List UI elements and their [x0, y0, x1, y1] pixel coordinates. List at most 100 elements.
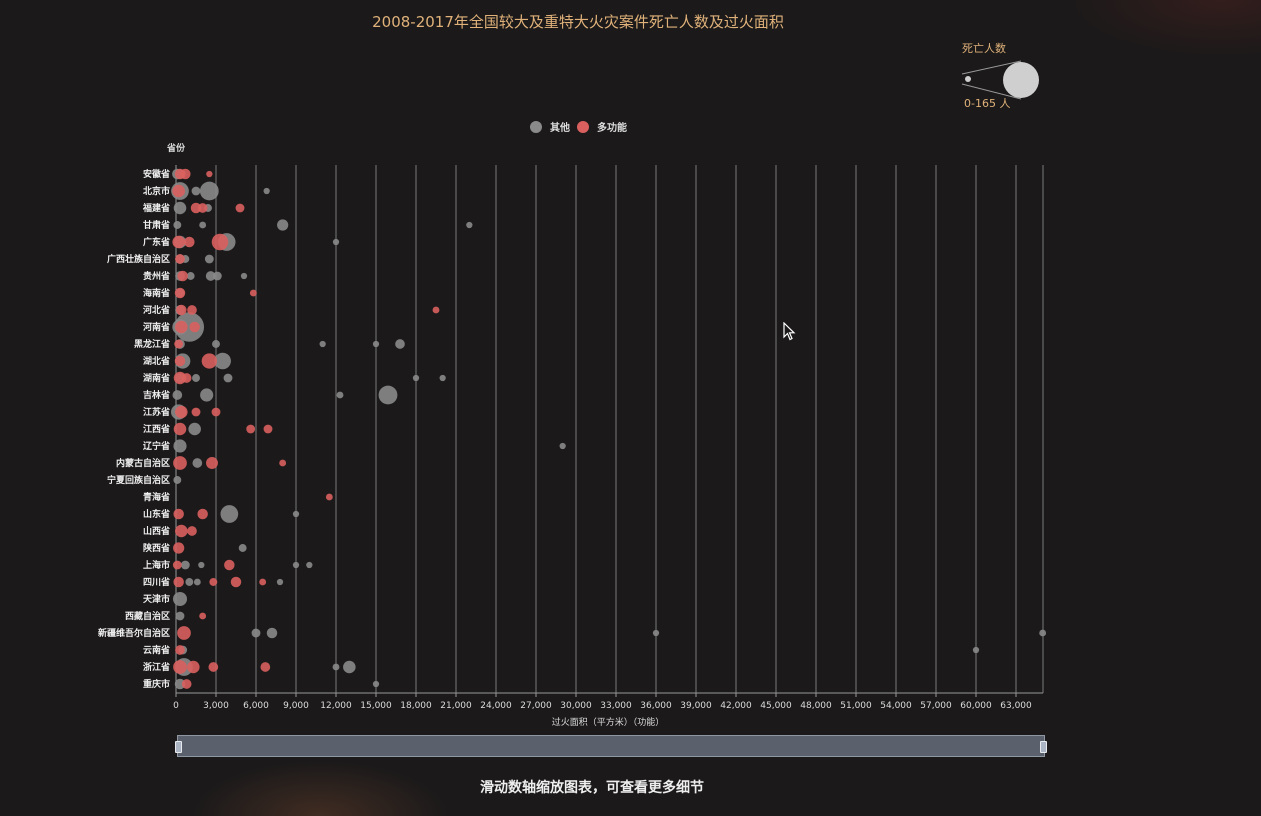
y-tick-label: 内蒙古自治区: [116, 457, 170, 469]
data-point: [412, 374, 420, 382]
data-point: [224, 559, 235, 571]
data-point: [189, 321, 200, 333]
y-tick-label: 山东省: [143, 508, 170, 520]
size-legend: 死亡人数 0-165 人: [961, 41, 1039, 110]
y-tick-label: 安徽省: [143, 168, 170, 180]
x-tick-label: 9,000: [283, 701, 309, 711]
data-point: [212, 271, 222, 281]
data-point: [336, 391, 344, 399]
data-point: [246, 424, 256, 434]
data-point: [172, 560, 182, 570]
size-legend-title: 死亡人数: [962, 41, 1006, 55]
data-point: [173, 439, 187, 453]
data-point: [172, 591, 188, 607]
size-legend-min-circle: [965, 76, 971, 82]
data-point: [230, 576, 242, 588]
data-point: [184, 236, 195, 248]
legend-label-multifunction[interactable]: 多功能: [597, 121, 627, 134]
data-point: [191, 407, 201, 417]
data-point: [263, 424, 273, 434]
y-tick-label: 重庆市: [143, 678, 170, 690]
data-point: [204, 254, 214, 264]
data-point: [1039, 629, 1047, 637]
data-point: [199, 181, 219, 201]
data-point: [180, 560, 190, 570]
data-point: [173, 221, 182, 229]
data-point: [174, 287, 186, 299]
x-tick-label: 24,000: [480, 701, 512, 711]
data-point: [277, 219, 289, 231]
data-point: [266, 627, 278, 639]
y-tick-label: 辽宁省: [143, 440, 170, 452]
y-tick-label: 云南省: [143, 644, 170, 656]
x-tick-label: 51,000: [840, 701, 872, 711]
data-point: [173, 456, 187, 470]
y-tick-label: 江西省: [143, 423, 170, 435]
chart-title: 2008-2017年全国较大及重特大火灾案件死亡人数及过火面积: [372, 13, 784, 31]
zoom-slider-right-handle[interactable]: [1040, 741, 1047, 753]
data-point: [466, 221, 473, 229]
y-tick-label: 北京市: [143, 185, 170, 197]
x-tick-label: 12,000: [320, 701, 352, 711]
series-legend[interactable]: 其他 多功能: [530, 121, 627, 134]
legend-marker-other[interactable]: [530, 121, 542, 133]
data-point: [332, 238, 340, 246]
axis-layer: 0 3,000 6,000 9,000 12,000 15,000 18,000 21,000…: [98, 165, 1043, 711]
data-point: [174, 339, 184, 349]
data-point: [175, 611, 185, 621]
x-tick-label: 21,000: [440, 701, 472, 711]
legend-marker-multifunction[interactable]: [577, 121, 589, 133]
x-tick-label: 18,000: [400, 701, 432, 711]
size-legend-range: 0-165 人: [964, 97, 1010, 110]
x-tick-label: 45,000: [760, 701, 792, 711]
data-point: [212, 340, 220, 348]
background-glow-top: [1061, 0, 1261, 60]
data-point: [181, 373, 192, 383]
data-point: [306, 561, 313, 569]
data-point: [198, 561, 205, 569]
data-point: [206, 170, 213, 178]
data-point: [197, 203, 208, 213]
y-tick-label: 贵州省: [143, 270, 170, 282]
legend-label-other[interactable]: 其他: [550, 121, 570, 134]
size-legend-line-top: [961, 60, 1022, 75]
data-point: [186, 272, 195, 280]
data-point: [251, 628, 261, 638]
x-axis-label: 过火面积（平方米）（功能）: [552, 716, 665, 728]
size-legend-line-bottom: [961, 83, 1022, 100]
data-point: [439, 374, 446, 382]
data-point: [432, 306, 440, 314]
data-point: [205, 271, 216, 281]
data-point: [259, 578, 267, 586]
zoom-slider[interactable]: [175, 735, 1047, 757]
data-point: [332, 663, 340, 671]
y-tick-label: 天津市: [143, 593, 170, 605]
size-legend-max-circle: [1003, 62, 1039, 98]
data-point: [180, 168, 191, 180]
data-point: [200, 388, 214, 402]
data-point: [208, 662, 219, 672]
data-point: [263, 187, 270, 195]
data-point: [249, 289, 257, 297]
y-tick-label: 黑龙江省: [134, 338, 170, 350]
data-point: [559, 442, 566, 450]
y-tick-label: 宁夏回族自治区: [107, 474, 170, 486]
data-point: [199, 612, 207, 620]
x-tick-label: 33,000: [600, 701, 632, 711]
data-point: [192, 458, 203, 468]
y-tick-label: 海南省: [143, 287, 170, 299]
data-point: [175, 405, 188, 419]
y-tick-label: 陕西省: [143, 542, 170, 554]
y-tick-label: 福建省: [142, 202, 170, 214]
data-point: [292, 510, 300, 518]
x-tick-label: 15,000: [360, 701, 392, 711]
data-point: [172, 390, 183, 400]
data-point: [173, 422, 187, 436]
data-point: [209, 578, 218, 586]
zoom-slider-left-handle[interactable]: [175, 741, 182, 753]
data-point: [173, 542, 185, 554]
x-tick-label: 30,000: [560, 701, 592, 711]
y-tick-label: 西藏自治区: [125, 610, 170, 622]
data-point: [177, 626, 191, 640]
